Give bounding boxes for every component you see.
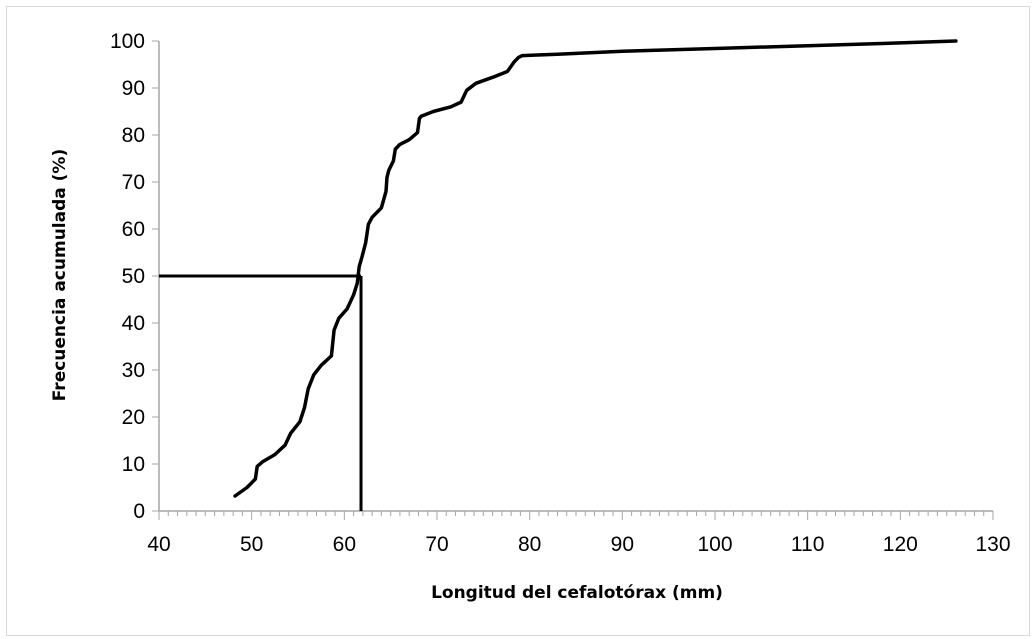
y-tick-label: 70	[122, 171, 145, 194]
y-tick-label: 90	[122, 77, 145, 100]
x-tick-label: 120	[883, 533, 918, 556]
y-tick-label: 30	[122, 359, 145, 382]
y-tick-label: 0	[133, 500, 145, 523]
y-tick-label: 100	[110, 30, 145, 53]
y-tick-label: 20	[122, 406, 145, 429]
x-tick-label: 80	[518, 533, 541, 556]
y-tick-label: 80	[122, 124, 145, 147]
x-tick-label: 90	[611, 533, 634, 556]
cumulative-frequency-line	[233, 39, 958, 498]
y-tick-label: 60	[122, 218, 145, 241]
cumulative-frequency-chart: 40 50 60 70 80 90 100 110 120 130 0 10 20 30 40 50 60 70 8…	[50, 30, 1011, 603]
x-tick-label: 50	[240, 533, 263, 556]
x-tick-label: 110	[791, 533, 824, 556]
y-axis-title: Frecuencia acumulada (%)	[50, 149, 70, 401]
y-tick-label: 40	[122, 312, 145, 335]
x-tick-label: 70	[425, 533, 448, 556]
x-tick-label: 60	[333, 533, 356, 556]
x-tick-label: 100	[697, 533, 732, 556]
chart-frame: 40 50 60 70 80 90 100 110 120 130 0 10 20 30 40 50 60 70 8…	[6, 6, 1030, 636]
x-tick-label: 130	[975, 533, 1010, 556]
y-tick-label: 10	[122, 453, 145, 476]
x-axis-title: Longitud del cefalotórax (mm)	[431, 583, 723, 603]
x-tick-label: 40	[147, 533, 170, 556]
y-tick-label: 50	[122, 265, 145, 288]
